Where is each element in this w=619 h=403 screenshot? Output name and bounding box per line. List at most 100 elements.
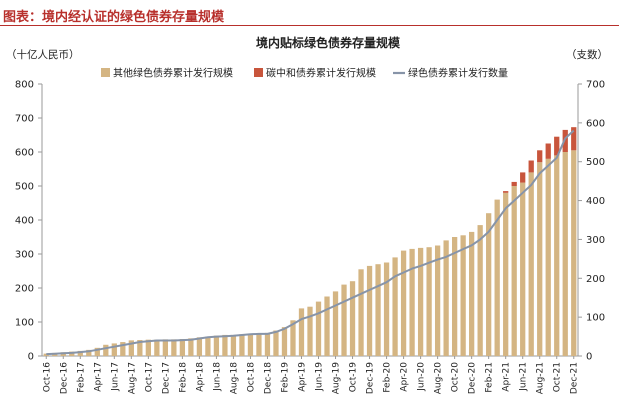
bar-other-green-bond <box>264 332 271 356</box>
x-tick-label: Apr-21 <box>502 362 512 392</box>
y-right-tick-label: 100 <box>586 313 605 324</box>
bar-other-green-bond <box>324 296 330 356</box>
bar-other-green-bond <box>434 245 441 356</box>
bar-other-green-bond <box>375 264 381 356</box>
x-tick-label: Dec-18 <box>263 362 273 394</box>
bar-other-green-bond <box>247 333 254 356</box>
bar-other-green-bond <box>205 336 211 356</box>
bar-other-green-bond <box>290 320 296 356</box>
y-right-tick-label: 400 <box>586 196 605 207</box>
bar-other-green-bond <box>171 339 177 356</box>
bar-carbon-neutral-bond <box>571 127 577 151</box>
x-tick-label: Oct-17 <box>144 362 154 392</box>
y-left-tick-label: 600 <box>15 148 34 159</box>
bar-other-green-bond <box>443 240 449 356</box>
bar-other-green-bond <box>281 327 288 356</box>
bar-carbon-neutral-bond <box>520 172 526 183</box>
x-tick-label: Aug-20 <box>434 362 444 395</box>
x-tick-label: Dec-21 <box>570 362 580 394</box>
x-tick-label: Feb-20 <box>383 362 393 393</box>
figure-header: 图表：境内经认证的绿色债券存量规模 <box>0 0 619 26</box>
y-right-tick-label: 200 <box>586 274 605 285</box>
x-tick-label: Jun-17 <box>110 362 120 392</box>
bar-other-green-bond <box>537 162 543 356</box>
bar-other-green-bond <box>366 265 373 356</box>
bar-other-green-bond <box>520 182 526 356</box>
bar-other-green-bond <box>188 338 194 356</box>
x-tick-label: Aug-17 <box>127 362 137 394</box>
y-left-unit-label: （十亿人民币） <box>6 48 80 61</box>
y-left-tick-label: 0 <box>28 352 34 363</box>
bar-other-green-bond <box>417 247 424 356</box>
y-right-unit-label: （支数） <box>566 48 608 61</box>
x-tick-label: Jun-20 <box>417 362 427 392</box>
bar-other-green-bond <box>315 301 322 356</box>
bar-other-green-bond <box>400 250 407 356</box>
bar-other-green-bond <box>341 284 347 356</box>
bar-other-green-bond <box>511 186 517 356</box>
bar-carbon-neutral-bond <box>528 160 534 173</box>
x-tick-label: Oct-16 <box>42 362 52 393</box>
bar-other-green-bond <box>545 158 551 356</box>
x-tick-label: Jun-19 <box>315 362 325 392</box>
bar-other-green-bond <box>562 152 568 356</box>
bar-carbon-neutral-bond <box>545 143 551 159</box>
bar-other-green-bond <box>239 334 245 356</box>
chart-title: 境内贴标绿色债券存量规模 <box>256 35 401 50</box>
y-left-tick-label: 200 <box>15 284 34 295</box>
x-tick-label: Aug-18 <box>229 362 239 395</box>
bar-other-green-bond <box>179 339 186 356</box>
x-tick-label: Feb-21 <box>485 362 495 393</box>
bar-other-green-bond <box>77 350 83 356</box>
bar-other-green-bond <box>460 235 466 356</box>
legend-label-other: 其他绿色债券累计发行规模 <box>113 67 233 80</box>
bar-other-green-bond <box>349 281 356 356</box>
x-tick-label: Oct-21 <box>553 362 563 392</box>
legend-swatch-other <box>101 68 110 77</box>
bar-other-green-bond <box>554 155 560 356</box>
bar-other-green-bond <box>469 231 475 356</box>
bar-other-green-bond <box>528 172 534 356</box>
y-left-tick-label: 500 <box>15 182 34 193</box>
x-tick-label: Oct-18 <box>246 362 256 393</box>
bar-other-green-bond <box>358 269 364 356</box>
bar-other-green-bond <box>230 334 237 356</box>
x-tick-label: Dec-16 <box>59 362 69 394</box>
x-tick-label: Apr-19 <box>297 362 307 392</box>
bar-other-green-bond <box>494 199 500 356</box>
bar-other-green-bond <box>451 237 458 356</box>
y-left-tick-label: 700 <box>15 114 34 125</box>
x-tick-label: Jun-18 <box>212 362 222 392</box>
figure-caption: 图表：境内经认证的绿色债券存量规模 <box>3 10 225 25</box>
bar-other-green-bond <box>503 192 509 356</box>
y-left-tick-label: 400 <box>15 216 34 227</box>
x-tick-label: Aug-21 <box>536 362 546 394</box>
bar-other-green-bond <box>196 337 203 356</box>
bar-other-green-bond <box>383 262 390 356</box>
bar-other-green-bond <box>256 333 262 356</box>
x-tick-label: Apr-18 <box>195 362 205 392</box>
legend: 其他绿色债券累计发行规模 碳中和债券累计发行规模 绿色债券累计发行数量 <box>101 67 508 80</box>
bar-carbon-neutral-bond <box>554 136 560 156</box>
bar-carbon-neutral-bond <box>562 129 568 152</box>
y-right-tick-label: 600 <box>586 118 605 129</box>
bar-other-green-bond <box>409 248 415 356</box>
y-right-tick-label: 0 <box>586 352 592 363</box>
line-green-bond-count <box>46 129 575 356</box>
x-tick-label: Feb-17 <box>76 362 86 393</box>
bar-other-green-bond <box>120 342 126 356</box>
bar-other-green-bond <box>103 344 109 356</box>
bar-other-green-bond <box>86 349 92 356</box>
y-right-tick-label: 500 <box>586 157 605 168</box>
bar-other-green-bond <box>571 150 577 356</box>
bar-other-green-bond <box>273 330 279 356</box>
legend-swatch-carbon <box>254 68 263 77</box>
bar-other-green-bond <box>94 347 100 356</box>
bar-other-green-bond <box>298 308 305 356</box>
bar-other-green-bond <box>392 257 398 356</box>
bar-other-green-bond <box>145 339 151 356</box>
y-right-tick-label: 700 <box>586 80 605 91</box>
bar-carbon-neutral-bond <box>511 181 517 186</box>
x-tick-label: Dec-20 <box>468 362 478 394</box>
x-tick-label: Oct-19 <box>349 362 359 393</box>
